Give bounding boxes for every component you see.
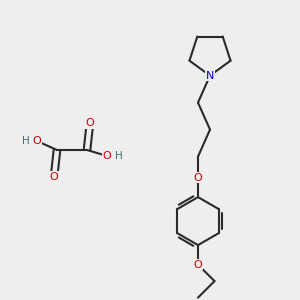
Text: O: O	[85, 118, 94, 128]
Text: O: O	[194, 260, 202, 270]
Text: O: O	[194, 172, 202, 183]
Text: O: O	[32, 136, 41, 146]
Text: O: O	[103, 151, 112, 161]
Text: N: N	[206, 70, 214, 81]
Text: H: H	[115, 151, 122, 161]
Text: O: O	[50, 172, 58, 182]
Text: H: H	[22, 136, 29, 146]
